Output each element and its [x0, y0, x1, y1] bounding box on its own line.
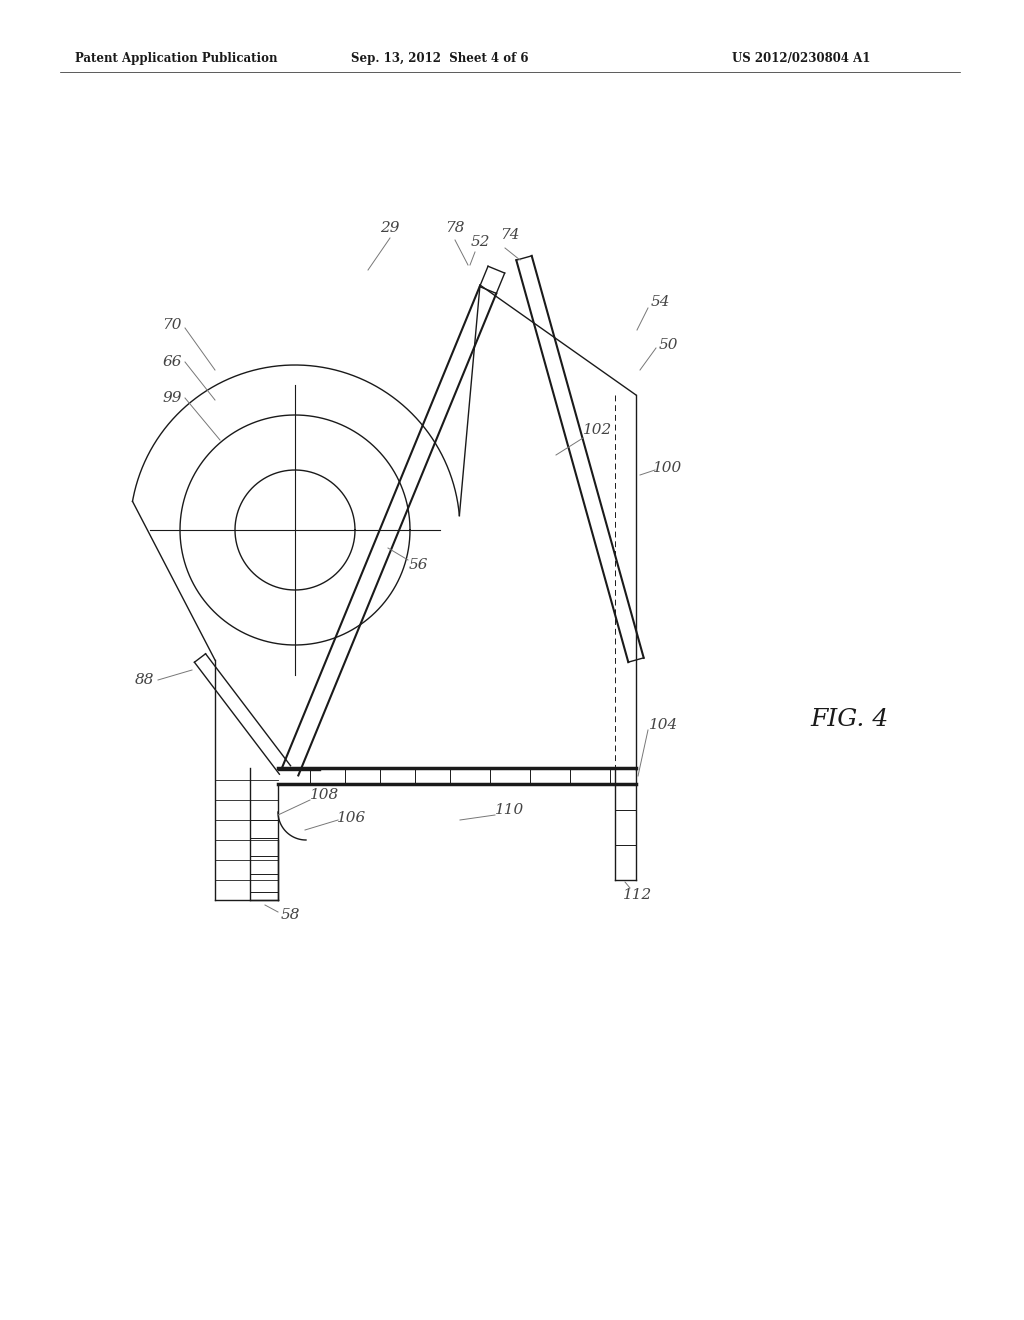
Text: 106: 106: [337, 810, 367, 825]
Text: 99: 99: [162, 391, 181, 405]
Text: 52: 52: [470, 235, 489, 249]
Text: 110: 110: [496, 803, 524, 817]
Text: 50: 50: [658, 338, 678, 352]
Text: Sep. 13, 2012  Sheet 4 of 6: Sep. 13, 2012 Sheet 4 of 6: [351, 51, 528, 65]
Text: 78: 78: [445, 220, 465, 235]
Text: US 2012/0230804 A1: US 2012/0230804 A1: [731, 51, 870, 65]
Text: 88: 88: [135, 673, 155, 686]
Text: FIG. 4: FIG. 4: [810, 709, 888, 731]
Text: Patent Application Publication: Patent Application Publication: [75, 51, 278, 65]
Text: 54: 54: [650, 294, 670, 309]
Text: 104: 104: [649, 718, 679, 733]
Text: 74: 74: [501, 228, 520, 242]
Text: 102: 102: [584, 422, 612, 437]
Text: 58: 58: [281, 908, 300, 921]
Text: 29: 29: [380, 220, 399, 235]
Text: 56: 56: [409, 558, 428, 572]
Text: 112: 112: [624, 888, 652, 902]
Text: 66: 66: [162, 355, 181, 370]
Text: 100: 100: [653, 461, 683, 475]
Text: 70: 70: [162, 318, 181, 333]
Text: 108: 108: [310, 788, 340, 803]
